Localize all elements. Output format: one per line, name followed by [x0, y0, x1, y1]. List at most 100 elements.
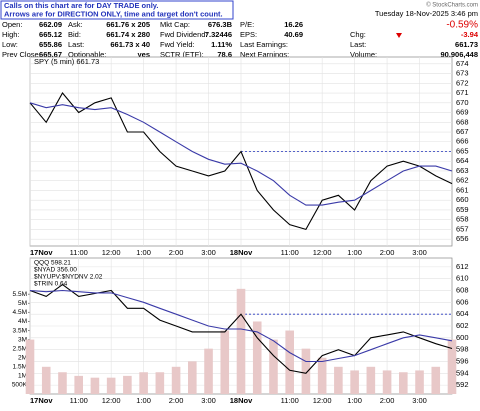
field-value: 90,906,448 [440, 50, 478, 59]
volume-bar [220, 330, 230, 394]
x-tick-label: 12:00 [313, 248, 332, 257]
field-label: Fwd Yield: [160, 40, 195, 49]
volume-bar [171, 366, 181, 394]
panel-label: $TRIN 0.64 [34, 281, 68, 288]
y2-tick-label: 1M [18, 373, 27, 380]
price-line [29, 102, 453, 206]
volume-bar [301, 348, 311, 394]
y2-tick-label: 4.5M [13, 309, 27, 316]
y-tick-label: 661 [456, 185, 469, 194]
y-tick-label: 664 [456, 156, 469, 165]
field-label: Optionable: [68, 50, 106, 59]
x-tick-label: 1:00 [347, 396, 362, 405]
y-tick-label: 598 [456, 345, 469, 354]
change-percent: -0.59% [446, 20, 478, 31]
x-tick-label: 12:00 [102, 248, 121, 257]
y-tick-label: 602 [456, 321, 469, 330]
y-tick-label: 600 [456, 333, 469, 342]
field-label: Last Earnings: [240, 40, 288, 49]
field-label: Fwd Dividend: [160, 30, 208, 39]
field-label: SCTR (ETF): [160, 50, 204, 59]
y-tick-label: 669 [456, 108, 469, 117]
field-value: 676.3B [208, 20, 233, 29]
x-tick-label: 1:00 [136, 248, 151, 257]
y-tick-label: 596 [456, 356, 469, 365]
field-label: P/E: [240, 20, 254, 29]
field-label: Last: [68, 40, 84, 49]
panel-label: QQQ 598.21 [34, 260, 71, 267]
y-tick-label: 658 [456, 215, 469, 224]
field-label: Bid: [68, 30, 81, 39]
field-value: 661.76 x 205 [106, 20, 150, 29]
y-tick-label: 659 [456, 205, 469, 214]
field-label: Low: [2, 40, 18, 49]
notice-box [0, 0, 234, 20]
y2-tick-label: 4M [18, 318, 27, 325]
y2-tick-label: 1.5M [13, 364, 27, 371]
volume-bar [431, 366, 441, 394]
x-tick-label: 1:00 [347, 248, 362, 257]
field-label: Last: [350, 40, 366, 49]
volume-bar [317, 357, 327, 394]
x-tick-label: 18Nov [230, 396, 253, 405]
x-tick-label: 11:00 [70, 248, 88, 257]
y2-tick-label: 5M [18, 300, 27, 307]
y-tick-label: 612 [456, 262, 469, 271]
y-tick-label: 667 [456, 127, 469, 136]
volume-bar [204, 348, 213, 394]
x-tick-label: 11:00 [281, 248, 299, 257]
volume-bar [285, 330, 294, 394]
y2-tick-label: 500K [12, 382, 28, 389]
field-label: Volume: [350, 50, 377, 59]
field-label: Chg: [350, 30, 366, 39]
volume-bar [188, 361, 197, 394]
x-tick-label: 2:00 [169, 248, 184, 257]
volume-bar [139, 372, 148, 394]
copyright: © StockCharts.com [426, 2, 478, 9]
panel-label: $NYAD 356.00 [34, 267, 77, 274]
y-tick-label: 606 [456, 297, 469, 306]
x-tick-label: 3:00 [201, 396, 216, 405]
field-value: 661.74 x 280 [106, 30, 150, 39]
y-tick-label: 666 [456, 137, 469, 146]
y-tick-label: 592 [456, 380, 469, 389]
field-value: 662.09 [39, 20, 62, 29]
notice-line: Calls on this chart are for DAY TRADE on… [4, 1, 158, 10]
y-tick-label: 657 [456, 224, 469, 233]
y-tick-label: 673 [456, 69, 469, 78]
field-value: 655.86 [39, 40, 62, 49]
down-triangle [396, 33, 402, 38]
x-tick-label: 2:00 [169, 396, 184, 405]
volume-bar [74, 375, 83, 394]
y2-tick-label: 2M [18, 354, 27, 361]
datetime: Tuesday 18-Nov-2025 3:46 pm [375, 9, 478, 18]
x-tick-label: 2:00 [380, 248, 395, 257]
x-tick-label: 12:00 [102, 396, 121, 405]
x-tick-label: 18Nov [230, 248, 253, 257]
y2-tick-label: 2.5M [13, 345, 27, 352]
price-line [29, 92, 453, 231]
field-label: Mkt Cap: [160, 20, 190, 29]
field-value: 661.73 x 40 [110, 40, 150, 49]
volume-bar [399, 372, 408, 394]
field-label: Next Earnings: [240, 50, 289, 59]
y-tick-label: 674 [456, 59, 469, 68]
field-label: Open: [2, 20, 22, 29]
y-tick-label: 671 [456, 88, 469, 97]
y2-tick-label: 5.5M [13, 291, 27, 298]
field-value: 661.73 [455, 40, 478, 49]
field-value: 16.26 [284, 20, 303, 29]
volume-bar [236, 288, 246, 394]
volume-bar [415, 370, 424, 394]
y-tick-label: 656 [456, 234, 469, 243]
field-value: 78.6 [217, 50, 232, 59]
field-value: -3.94 [461, 30, 479, 39]
x-tick-label: 3:00 [412, 248, 427, 257]
volume-bar [25, 339, 35, 394]
y-tick-label: 670 [456, 98, 469, 107]
x-tick-label: 3:00 [412, 396, 427, 405]
y-tick-label: 662 [456, 176, 469, 185]
y-tick-label: 663 [456, 166, 469, 175]
field-label: Ask: [68, 20, 83, 29]
